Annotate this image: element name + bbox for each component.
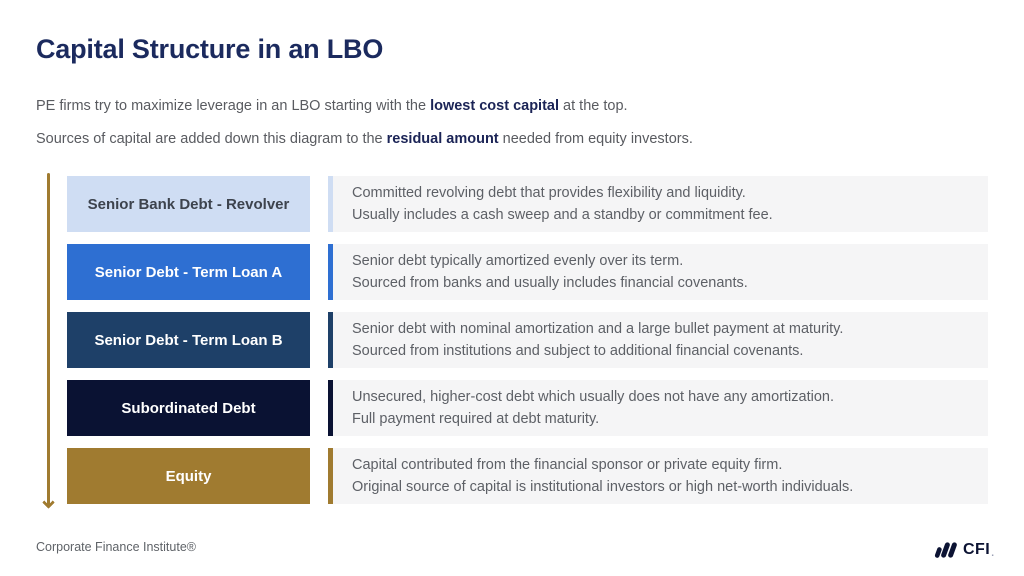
intro-line-2: Sources of capital are added down this d… [36, 129, 693, 149]
capital-row-revolver: Senior Bank Debt - Revolver Committed re… [67, 176, 988, 232]
capital-label-box: Senior Debt - Term Loan A [67, 244, 310, 300]
capital-desc-box: Capital contributed from the financial s… [328, 448, 988, 504]
capital-desc-box: Unsecured, higher-cost debt which usuall… [328, 380, 988, 436]
cfi-logo: CFI . [934, 539, 994, 560]
capital-label: Subordinated Debt [121, 399, 256, 417]
capital-row-term-loan-a: Senior Debt - Term Loan A Senior debt ty… [67, 244, 988, 300]
capital-row-term-loan-b: Senior Debt - Term Loan B Senior debt wi… [67, 312, 988, 368]
cfi-logo-text: CFI [962, 540, 991, 558]
capital-desc: Senior debt with nominal amortization an… [333, 312, 988, 368]
desc-line-2: Original source of capital is institutio… [352, 479, 854, 495]
capital-label: Senior Bank Debt - Revolver [87, 195, 290, 213]
capital-label-box: Equity [67, 448, 310, 504]
capital-label: Senior Debt - Term Loan B [94, 331, 283, 349]
capital-structure-diagram: Senior Bank Debt - Revolver Committed re… [67, 176, 988, 504]
desc-line-1: Capital contributed from the financial s… [352, 457, 783, 473]
intro-2-post: needed from equity investors. [498, 131, 693, 147]
desc-accent-bar [328, 448, 333, 504]
intro-2-pre: Sources of capital are added down this d… [36, 131, 387, 147]
desc-line-1: Senior debt with nominal amortization an… [352, 321, 844, 337]
capital-desc: Unsecured, higher-cost debt which usuall… [333, 380, 988, 436]
page-title: Capital Structure in an LBO [36, 34, 384, 64]
intro-1-pre: PE firms try to maximize leverage in an … [36, 98, 431, 114]
desc-accent-bar [328, 244, 333, 300]
intro-2-bold: residual amount [386, 131, 499, 147]
desc-line-1: Unsecured, higher-cost debt which usuall… [352, 389, 834, 405]
desc-line-2: Sourced from institutions and subject to… [352, 343, 804, 359]
down-arrow [41, 173, 55, 509]
desc-accent-bar [328, 176, 333, 232]
capital-label-box: Subordinated Debt [67, 380, 310, 436]
desc-line-1: Committed revolving debt that provides f… [352, 185, 746, 201]
capital-desc: Senior debt typically amortized evenly o… [333, 244, 988, 300]
capital-desc: Capital contributed from the financial s… [333, 448, 988, 504]
capital-label: Senior Debt - Term Loan A [94, 263, 283, 281]
capital-label: Equity [165, 467, 212, 485]
desc-accent-bar [328, 312, 333, 368]
capital-row-equity: Equity Capital contributed from the fina… [67, 448, 988, 504]
cfi-logo-trademark: . [991, 548, 994, 559]
desc-line-2: Usually includes a cash sweep and a stan… [352, 207, 773, 223]
capital-row-subordinated-debt: Subordinated Debt Unsecured, higher-cost… [67, 380, 988, 436]
capital-label-box: Senior Bank Debt - Revolver [67, 176, 310, 232]
desc-accent-bar [328, 380, 333, 436]
intro-line-1: PE firms try to maximize leverage in an … [36, 96, 628, 116]
brand-text: Corporate Finance Institute® [36, 540, 196, 554]
desc-line-2: Full payment required at debt maturity. [352, 411, 600, 427]
capital-desc-box: Senior debt typically amortized evenly o… [328, 244, 988, 300]
desc-line-1: Senior debt typically amortized evenly o… [352, 253, 684, 269]
intro-1-bold: lowest cost capital [430, 98, 560, 114]
capital-desc-box: Senior debt with nominal amortization an… [328, 312, 988, 368]
capital-desc-box: Committed revolving debt that provides f… [328, 176, 988, 232]
capital-label-box: Senior Debt - Term Loan B [67, 312, 310, 368]
desc-line-2: Sourced from banks and usually includes … [352, 275, 748, 291]
down-arrow-line [46, 173, 50, 505]
intro-1-post: at the top. [559, 98, 628, 114]
down-arrow-head-icon [41, 496, 55, 509]
capital-desc: Committed revolving debt that provides f… [333, 176, 988, 232]
cfi-logo-mark-icon [934, 542, 957, 558]
